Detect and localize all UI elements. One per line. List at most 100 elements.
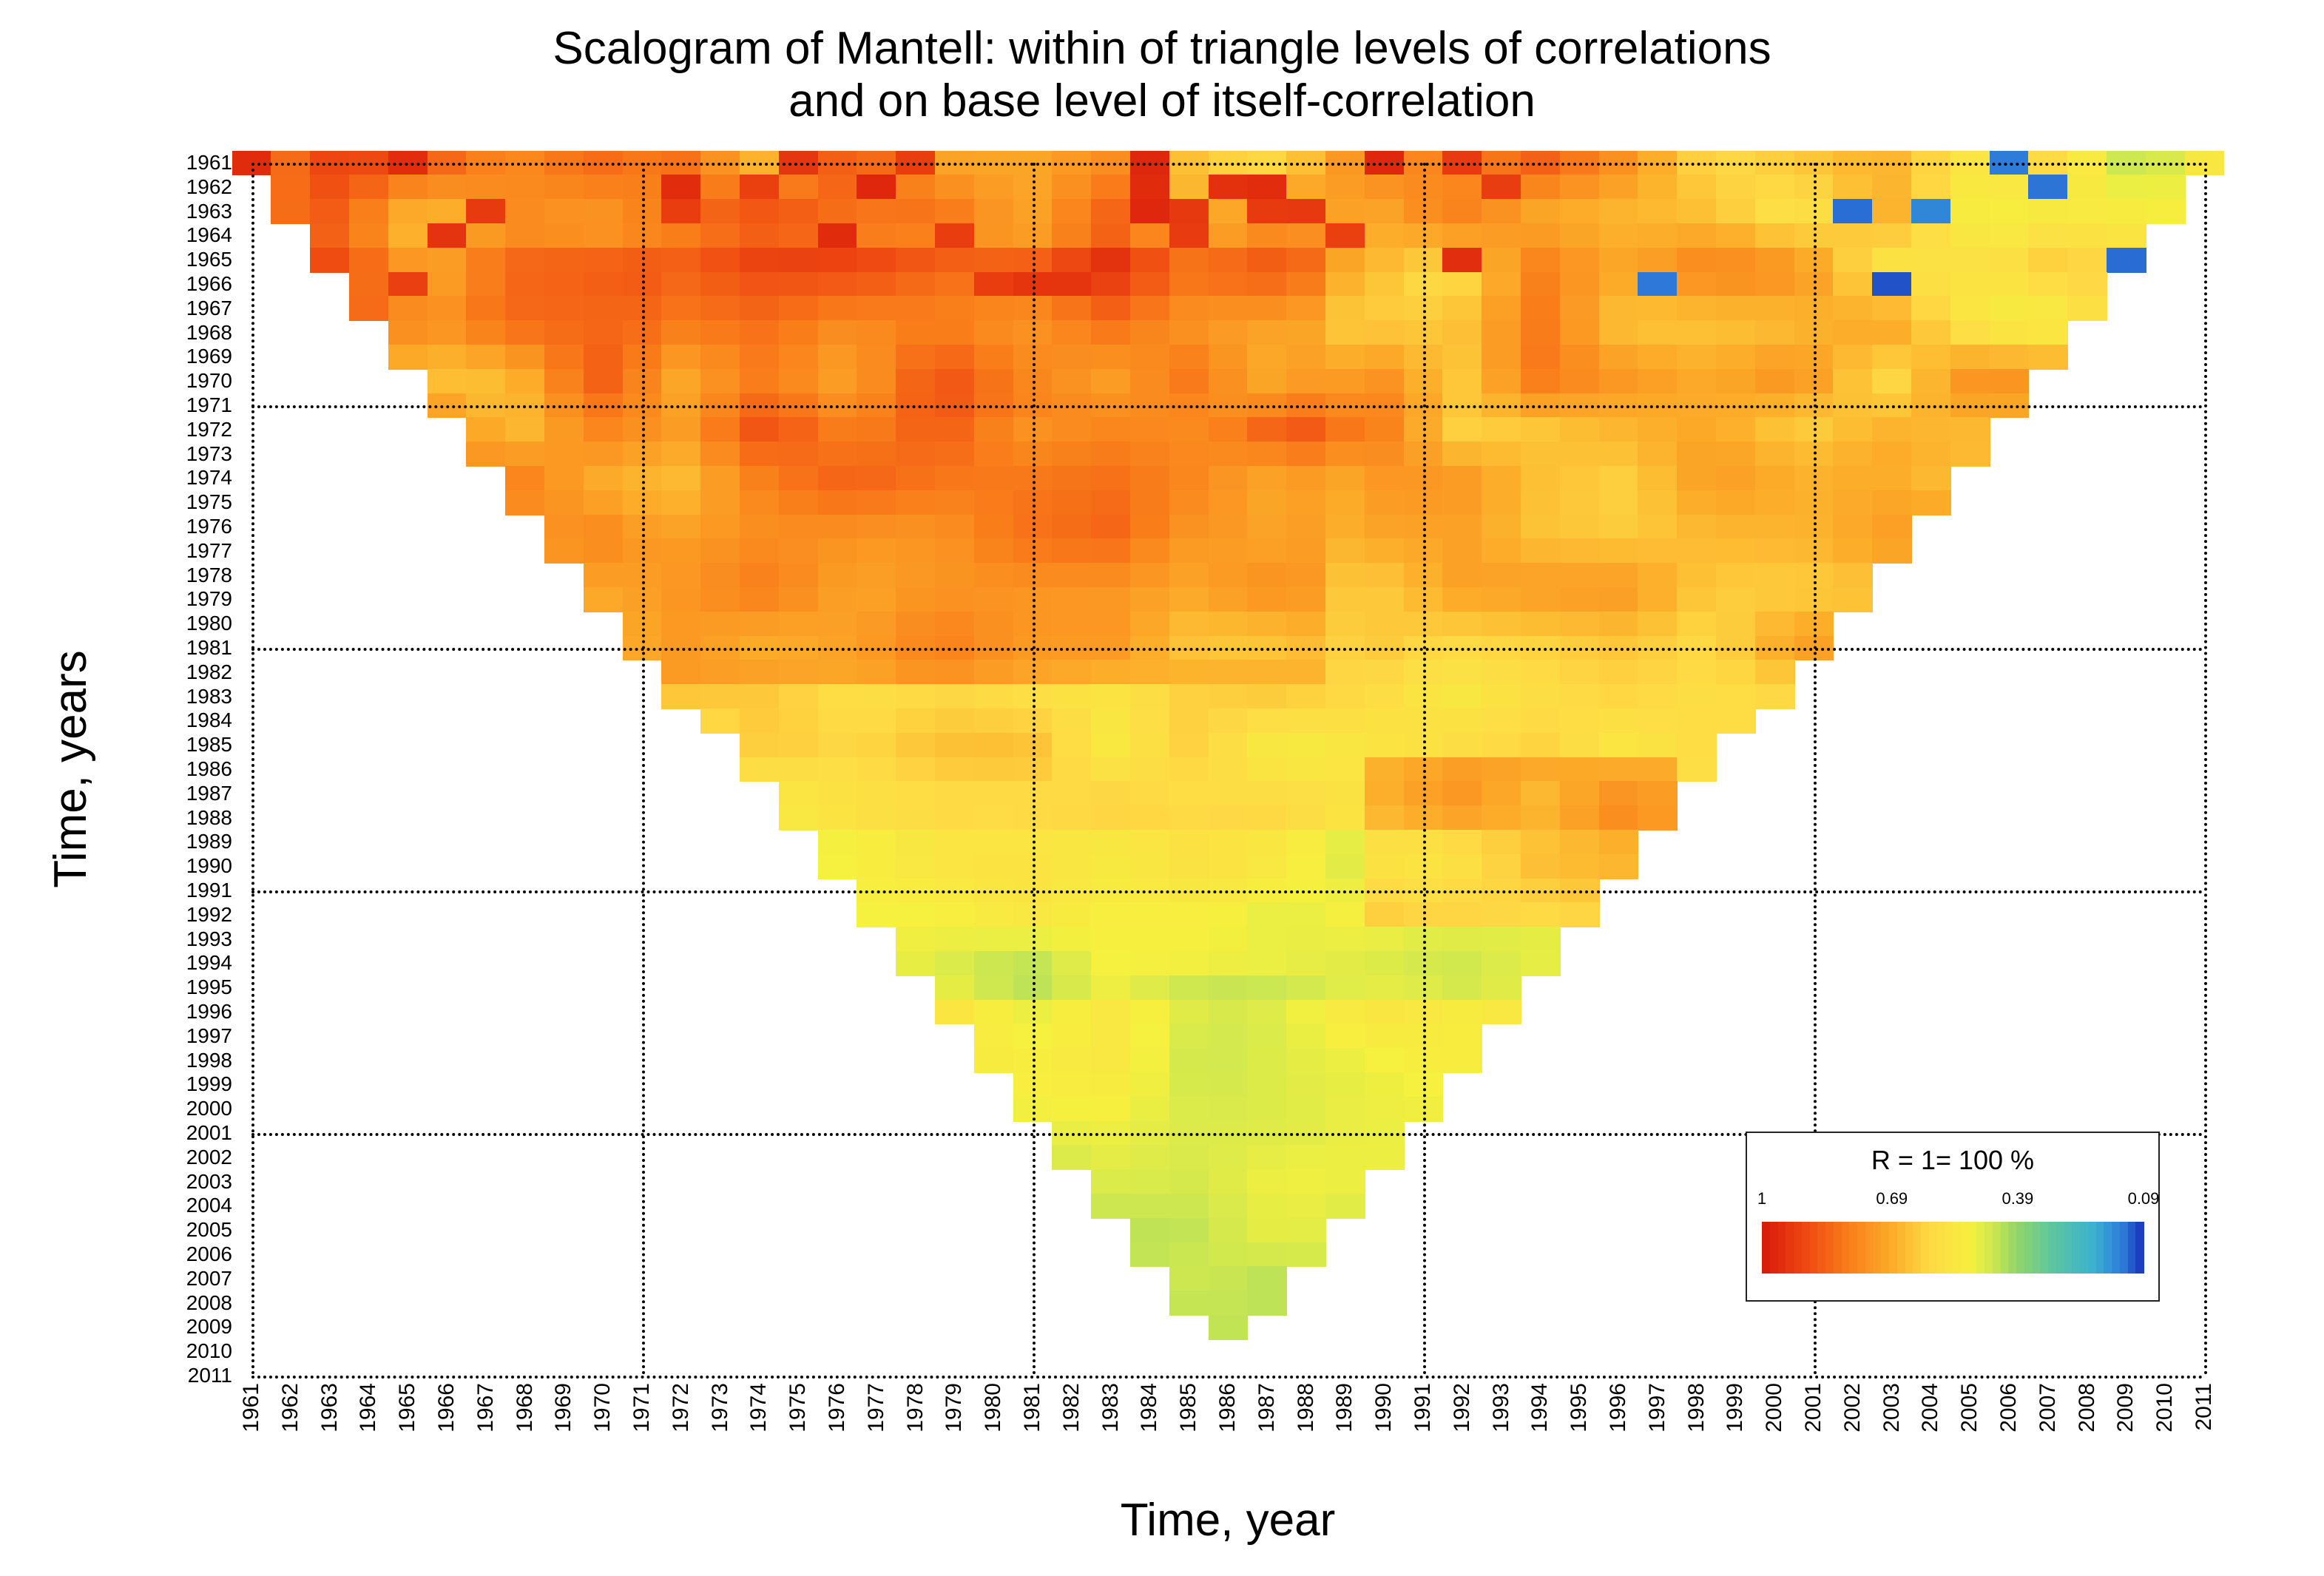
heatmap-cell [1091,320,1131,345]
heatmap-cell [1833,320,1873,345]
heatmap-cell [1091,587,1131,612]
y-tick-label: 2008 [186,1293,232,1313]
heatmap-cell [1130,612,1170,637]
heatmap-cell [896,951,936,976]
heatmap-cell [1209,515,1249,540]
heatmap-cell [1325,830,1365,855]
heatmap-cell [974,223,1014,248]
heatmap-cell [1209,902,1249,927]
heatmap-cell [661,248,701,273]
heatmap-cell [1209,1145,1249,1170]
heatmap-cell [1442,296,1482,321]
heatmap-cell [1442,345,1482,370]
heatmap-cell [1365,927,1405,952]
heatmap-cell [1677,296,1717,321]
heatmap-cell [935,781,975,806]
heatmap-cell [779,708,819,734]
heatmap-cell [1911,320,1951,345]
heatmap-cell [1209,1218,1249,1243]
heatmap-cell [544,175,584,200]
heatmap-cell [1052,199,1092,224]
heatmap-cell [1286,927,1326,952]
legend: R = 1= 100 % 10.690.390.09 [1746,1132,2160,1302]
heatmap-cell [2146,175,2186,200]
heatmap-cell [1130,563,1170,588]
heatmap-cell [388,199,428,224]
heatmap-cell [661,612,701,637]
y-tick-label: 1996 [186,1001,232,1022]
heatmap-cell [388,248,428,273]
heatmap-cell [1130,1194,1170,1219]
heatmap-cell [1560,466,1600,491]
heatmap-cell [974,515,1014,540]
heatmap-cell [935,757,975,782]
heatmap-cell [740,563,780,588]
heatmap-cell [740,757,780,782]
x-tick-label: 2000 [1762,1383,1787,1433]
heatmap-cell [1052,345,1092,370]
heatmap-cell [857,708,896,734]
heatmap-cell [1755,175,1795,200]
heatmap-cell [700,223,740,248]
heatmap-cell [1716,248,1756,273]
heatmap-cell [1325,223,1365,248]
heatmap-cell [1677,612,1717,637]
heatmap-cell [1091,708,1131,734]
heatmap-cell [1482,927,1521,952]
heatmap-cell [818,587,858,612]
heatmap-cell [1365,442,1405,467]
heatmap-cell [1209,951,1249,976]
heatmap-cell [1130,975,1170,1001]
heatmap-cell [1521,684,1561,709]
x-tick-label: 1980 [981,1383,1006,1433]
heatmap-cell [935,1000,975,1025]
x-tick-label: 1974 [746,1383,771,1433]
heatmap-cell [1209,757,1249,782]
heatmap-cell [1911,369,1951,394]
plot-area: R = 1= 100 % 10.690.390.09 [251,163,2204,1376]
heatmap-cell [1209,830,1249,855]
heatmap-cell [1599,223,1639,248]
heatmap-cell [1442,781,1482,806]
heatmap-cell [584,563,624,588]
heatmap-cell [1911,272,1951,297]
heatmap-cell [584,538,624,564]
heatmap-cell [1209,175,1249,200]
heatmap-cell [740,587,780,612]
heatmap-cell [1169,1242,1209,1268]
heatmap-cell [1052,223,1092,248]
heatmap-cell [1247,975,1287,1001]
heatmap-cell [1286,417,1326,442]
heatmap-cell [935,854,975,879]
heatmap-cell [935,199,975,224]
heatmap-cell [1365,708,1405,734]
heatmap-cell [1091,490,1131,515]
heatmap-cell [818,515,858,540]
heatmap-cell [857,612,896,637]
heatmap-cell [1911,490,1951,515]
heatmap-cell [1911,417,1951,442]
heatmap-cell [1052,296,1092,321]
heatmap-cell [1209,975,1249,1001]
heatmap-cell [661,442,701,467]
heatmap-cell [1325,490,1365,515]
heatmap-cell [896,538,936,564]
heatmap-cell [1365,1048,1405,1073]
heatmap-cell [1130,1048,1170,1073]
heatmap-cell [700,490,740,515]
heatmap-cell [1442,708,1482,734]
grid-line-v [1033,163,1036,1376]
x-tick-label: 1994 [1527,1383,1553,1433]
heatmap-cell [1209,1072,1249,1098]
heatmap-cell [1833,369,1873,394]
heatmap-cell [544,199,584,224]
heatmap-cell [1209,369,1249,394]
heatmap-cell [1169,1000,1209,1025]
heatmap-cell [1247,781,1287,806]
heatmap-cell [1286,1218,1326,1243]
heatmap-cell [1209,1000,1249,1025]
heatmap-cell [1442,223,1482,248]
heatmap-cell [1560,490,1600,515]
x-tick-label: 1981 [1020,1383,1045,1433]
heatmap-cell [700,587,740,612]
